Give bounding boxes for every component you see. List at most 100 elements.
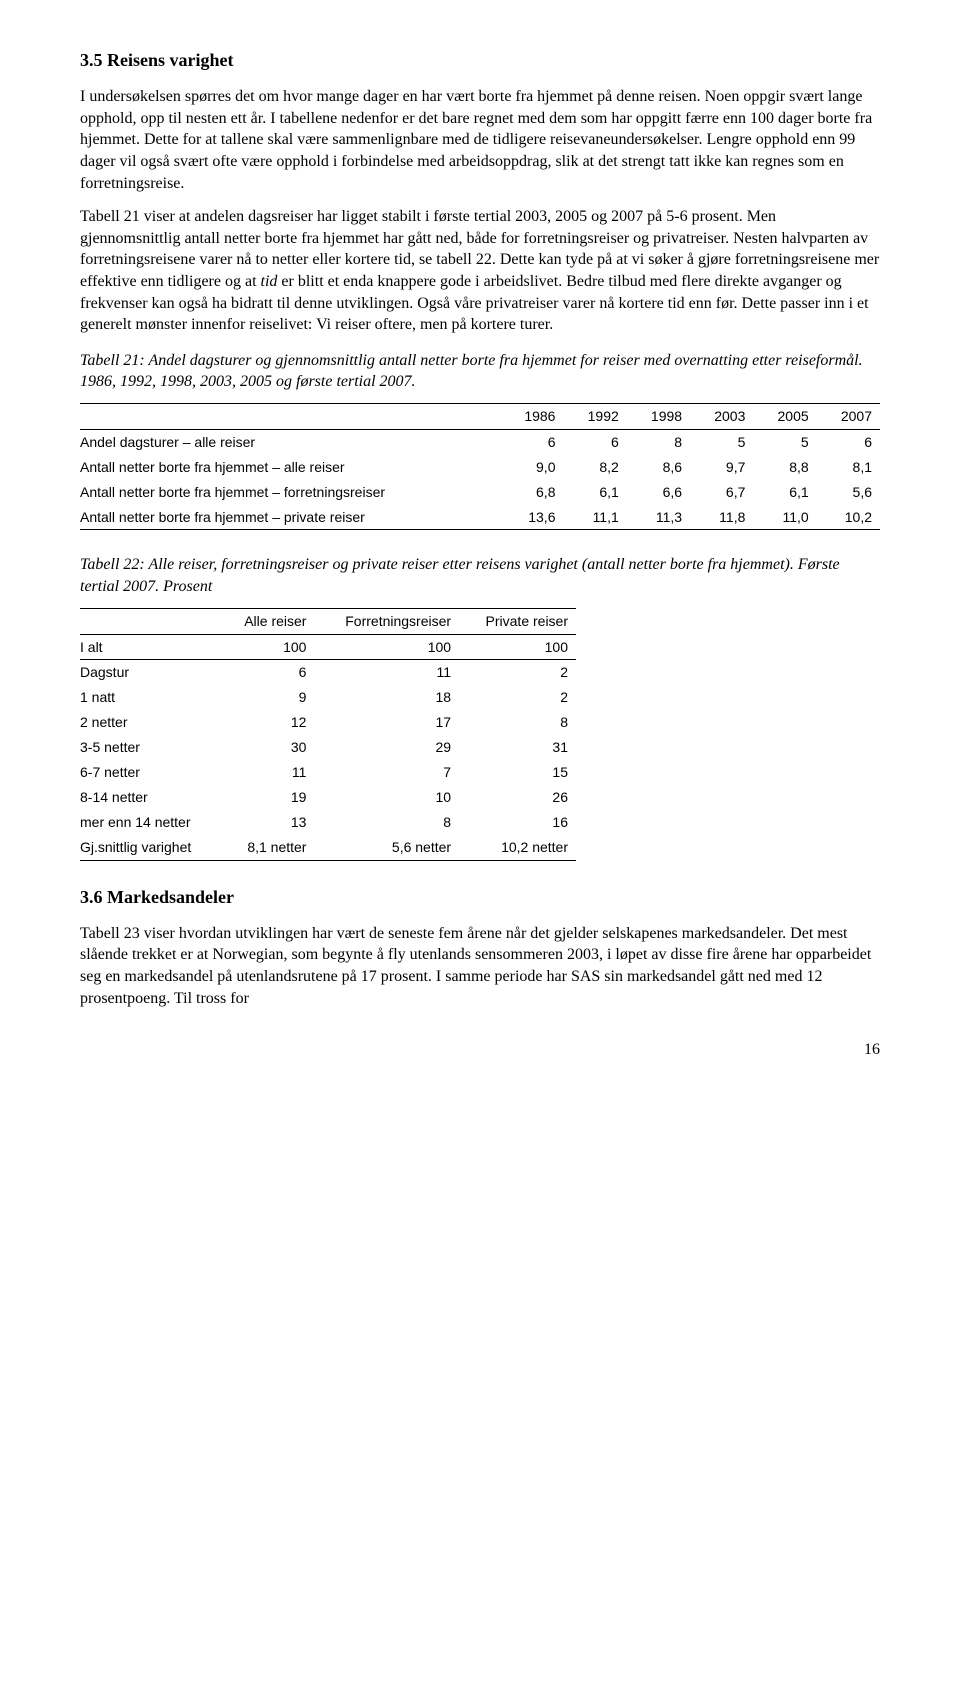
table-cell: Antall netter borte fra hjemmet – forret… bbox=[80, 480, 500, 505]
table-row: Antall netter borte fra hjemmet – privat… bbox=[80, 505, 880, 530]
page-number: 16 bbox=[80, 1039, 880, 1061]
table-cell: 9,7 bbox=[690, 455, 753, 480]
table-cell: mer enn 14 netter bbox=[80, 810, 222, 835]
table-row: 3-5 netter 30 29 31 bbox=[80, 735, 576, 760]
table-cell: 2 bbox=[459, 685, 576, 710]
table-cell: 10,2 bbox=[817, 505, 880, 530]
table-cell: 8 bbox=[459, 710, 576, 735]
table-cell: 13,6 bbox=[500, 505, 563, 530]
table-cell: 9,0 bbox=[500, 455, 563, 480]
table-cell: 6,1 bbox=[563, 480, 626, 505]
section-35-heading: 3.5 Reisens varighet bbox=[80, 48, 880, 72]
table-header: 1986 bbox=[500, 404, 563, 430]
table-cell: 9 bbox=[222, 685, 315, 710]
table-cell: 18 bbox=[314, 685, 459, 710]
table-cell: 30 bbox=[222, 735, 315, 760]
table-21-caption: Tabell 21: Andel dagsturer og gjennomsni… bbox=[80, 350, 880, 393]
p2-italic: tid bbox=[261, 273, 278, 290]
table-22-caption: Tabell 22: Alle reiser, forretningsreise… bbox=[80, 554, 880, 597]
table-header: Alle reiser bbox=[222, 608, 315, 634]
table-header: Forretningsreiser bbox=[314, 608, 459, 634]
table-cell: 5 bbox=[690, 429, 753, 454]
table-header: 2007 bbox=[817, 404, 880, 430]
table-cell: 26 bbox=[459, 785, 576, 810]
table-cell: Gj.snittlig varighet bbox=[80, 835, 222, 860]
table-row: 1 natt 9 18 2 bbox=[80, 685, 576, 710]
table-cell: 8,1 bbox=[817, 455, 880, 480]
table-row: mer enn 14 netter 13 8 16 bbox=[80, 810, 576, 835]
table-cell: 11,8 bbox=[690, 505, 753, 530]
table-cell: 6,6 bbox=[627, 480, 690, 505]
table-cell: 11 bbox=[222, 760, 315, 785]
table-cell: 13 bbox=[222, 810, 315, 835]
table-cell: 2 bbox=[459, 660, 576, 685]
table-cell: 15 bbox=[459, 760, 576, 785]
table-cell: 8,2 bbox=[563, 455, 626, 480]
table-cell: Antall netter borte fra hjemmet – alle r… bbox=[80, 455, 500, 480]
table-row: 2 netter 12 17 8 bbox=[80, 710, 576, 735]
table-row: Dagstur 6 11 2 bbox=[80, 660, 576, 685]
table-cell: 2 netter bbox=[80, 710, 222, 735]
table-cell: 29 bbox=[314, 735, 459, 760]
table-row: 1986 1992 1998 2003 2005 2007 bbox=[80, 404, 880, 430]
table-cell: 8 bbox=[627, 429, 690, 454]
table-header bbox=[80, 608, 222, 634]
table-row: Gj.snittlig varighet 8,1 netter 5,6 nett… bbox=[80, 835, 576, 860]
table-cell: 6 bbox=[817, 429, 880, 454]
section-36-para-1: Tabell 23 viser hvordan utviklingen har … bbox=[80, 923, 880, 1009]
table-header: Private reiser bbox=[459, 608, 576, 634]
table-cell: 6 bbox=[222, 660, 315, 685]
table-cell: 31 bbox=[459, 735, 576, 760]
table-cell: 6 bbox=[563, 429, 626, 454]
table-cell: 8,8 bbox=[753, 455, 816, 480]
table-cell: 5,6 netter bbox=[314, 835, 459, 860]
table-row: 6-7 netter 11 7 15 bbox=[80, 760, 576, 785]
table-header: 2005 bbox=[753, 404, 816, 430]
table-header: 1992 bbox=[563, 404, 626, 430]
table-cell: 11 bbox=[314, 660, 459, 685]
table-cell: 5 bbox=[753, 429, 816, 454]
table-row: Antall netter borte fra hjemmet – alle r… bbox=[80, 455, 880, 480]
table-cell: 6,7 bbox=[690, 480, 753, 505]
table-cell: 12 bbox=[222, 710, 315, 735]
table-cell: 11,1 bbox=[563, 505, 626, 530]
section-35-para-2: Tabell 21 viser at andelen dagsreiser ha… bbox=[80, 206, 880, 336]
table-cell: 1 natt bbox=[80, 685, 222, 710]
table-cell: 19 bbox=[222, 785, 315, 810]
table-cell: 8 bbox=[314, 810, 459, 835]
table-cell: 11,3 bbox=[627, 505, 690, 530]
table-cell: I alt bbox=[80, 634, 222, 660]
table-21: 1986 1992 1998 2003 2005 2007 Andel dags… bbox=[80, 403, 880, 530]
table-cell: 100 bbox=[314, 634, 459, 660]
section-36-heading: 3.6 Markedsandeler bbox=[80, 885, 880, 909]
table-cell: 8,1 netter bbox=[222, 835, 315, 860]
table-cell: Antall netter borte fra hjemmet – privat… bbox=[80, 505, 500, 530]
table-cell: 16 bbox=[459, 810, 576, 835]
table-header: 1998 bbox=[627, 404, 690, 430]
section-35-para-1: I undersøkelsen spørres det om hvor mang… bbox=[80, 86, 880, 194]
table-row: Andel dagsturer – alle reiser 6 6 8 5 5 … bbox=[80, 429, 880, 454]
table-cell: 6 bbox=[500, 429, 563, 454]
table-row: Antall netter borte fra hjemmet – forret… bbox=[80, 480, 880, 505]
table-cell: 7 bbox=[314, 760, 459, 785]
table-row: I alt 100 100 100 bbox=[80, 634, 576, 660]
table-cell: 100 bbox=[459, 634, 576, 660]
table-cell: 100 bbox=[222, 634, 315, 660]
table-cell: Andel dagsturer – alle reiser bbox=[80, 429, 500, 454]
table-header: 2003 bbox=[690, 404, 753, 430]
table-cell: Dagstur bbox=[80, 660, 222, 685]
table-cell: 10,2 netter bbox=[459, 835, 576, 860]
table-cell: 11,0 bbox=[753, 505, 816, 530]
table-cell: 5,6 bbox=[817, 480, 880, 505]
table-cell: 8,6 bbox=[627, 455, 690, 480]
table-cell: 8-14 netter bbox=[80, 785, 222, 810]
table-header bbox=[80, 404, 500, 430]
table-cell: 6-7 netter bbox=[80, 760, 222, 785]
table-cell: 17 bbox=[314, 710, 459, 735]
table-cell: 6,8 bbox=[500, 480, 563, 505]
table-row: Alle reiser Forretningsreiser Private re… bbox=[80, 608, 576, 634]
table-cell: 10 bbox=[314, 785, 459, 810]
table-row: 8-14 netter 19 10 26 bbox=[80, 785, 576, 810]
table-22: Alle reiser Forretningsreiser Private re… bbox=[80, 608, 576, 861]
table-cell: 3-5 netter bbox=[80, 735, 222, 760]
